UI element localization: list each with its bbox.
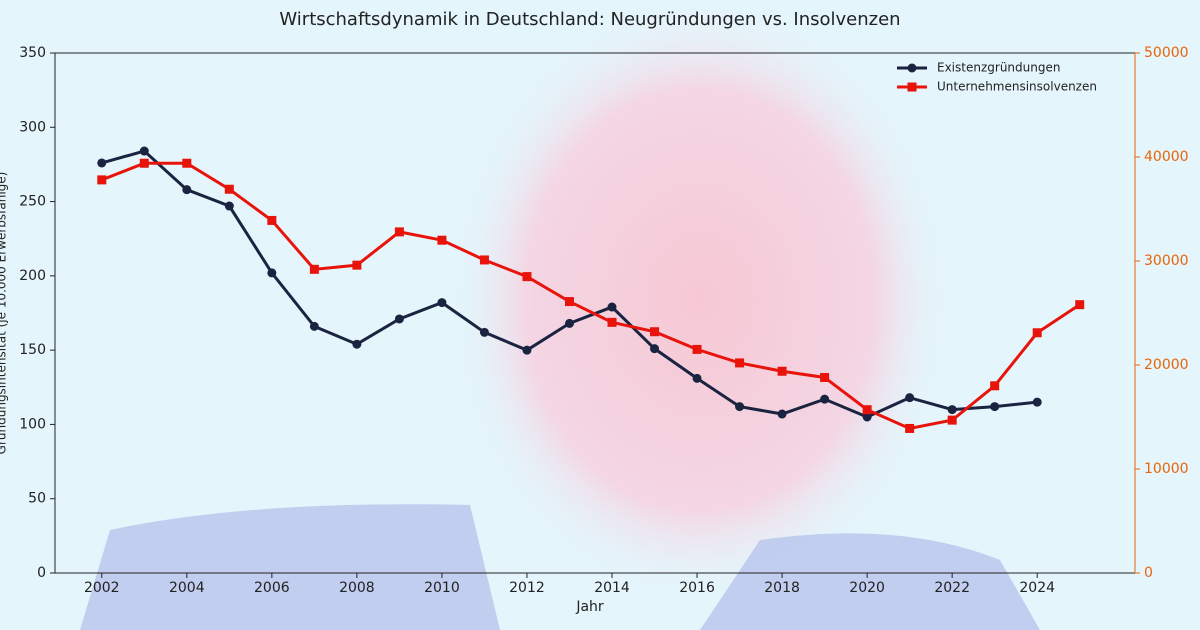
point (607, 317, 617, 327)
x-tick-label: 2014 (594, 580, 630, 596)
x-tick-label: 2008 (339, 580, 375, 596)
point (224, 184, 234, 194)
point (862, 412, 872, 422)
point (97, 158, 107, 168)
point (820, 372, 830, 382)
chart-title: Wirtschaftsdynamik in Deutschland: Neugr… (279, 9, 900, 30)
point (990, 402, 1000, 412)
series-line (101, 161, 1081, 431)
x-tick-label: 2022 (934, 580, 970, 596)
y-axis-label: Gründungsintensität (je 10.000 Erwerbsfä… (0, 172, 9, 455)
point (692, 373, 702, 383)
y-tick-label: 150 (19, 342, 46, 358)
point (650, 327, 660, 337)
point (182, 158, 192, 168)
point (777, 366, 787, 376)
point (820, 394, 830, 404)
x-tick-label: 2012 (509, 580, 545, 596)
point (1032, 397, 1042, 407)
point (139, 146, 149, 156)
background-photo (80, 504, 1040, 630)
point (947, 405, 957, 415)
y2-tick-label: 20000 (1144, 357, 1189, 373)
y2-tick-label: 30000 (1144, 253, 1189, 269)
point (139, 158, 149, 168)
point (650, 344, 660, 354)
point (394, 314, 404, 324)
point (352, 260, 362, 270)
point (735, 358, 745, 368)
point (522, 345, 532, 355)
point (394, 227, 404, 237)
y-tick-label: 50 (28, 491, 46, 507)
legend-label: Unternehmensinsolvenzen (937, 80, 1097, 94)
point (309, 321, 319, 331)
point (97, 175, 107, 185)
x-tick-label: 2004 (169, 580, 205, 596)
legend-marker (907, 63, 917, 73)
point (692, 344, 702, 354)
point (1032, 328, 1042, 338)
x-tick-label: 2024 (1019, 580, 1055, 596)
point (309, 264, 319, 274)
point (352, 339, 362, 349)
point (564, 318, 574, 328)
point (437, 298, 447, 308)
point (479, 327, 489, 337)
y2-tick-label: 10000 (1144, 461, 1189, 477)
x-tick-label: 2010 (424, 580, 460, 596)
point (437, 235, 447, 245)
x-tick-label: 2018 (764, 580, 800, 596)
point (905, 393, 915, 403)
point (522, 272, 532, 282)
x-tick-label: 2002 (84, 580, 120, 596)
point (607, 302, 617, 312)
point (182, 185, 192, 195)
legend-label: Existenzgründungen (937, 61, 1060, 75)
y2-tick-label: 40000 (1144, 149, 1189, 165)
y-tick-label: 0 (37, 565, 46, 581)
point (1075, 300, 1085, 310)
point (267, 215, 277, 225)
y-tick-label: 300 (19, 119, 46, 135)
point (224, 201, 234, 211)
y-tick-label: 250 (19, 194, 46, 210)
x-tick-label: 2016 (679, 580, 715, 596)
y2-tick-label: 50000 (1144, 45, 1189, 61)
y2-tick-label: 0 (1144, 565, 1153, 581)
point (564, 297, 574, 307)
point (862, 405, 872, 415)
legend-marker (907, 82, 917, 92)
point (777, 409, 787, 419)
point (735, 402, 745, 412)
point (990, 381, 1000, 391)
y-tick-label: 100 (19, 416, 46, 432)
x-tick-label: 2006 (254, 580, 290, 596)
point (947, 415, 957, 425)
point (267, 268, 277, 278)
y-tick-label: 350 (19, 45, 46, 61)
y-tick-label: 200 (19, 268, 46, 284)
background-photo (450, 0, 950, 600)
point (479, 255, 489, 265)
x-tick-label: 2020 (849, 580, 885, 596)
point (905, 423, 915, 433)
x-axis-label: Jahr (575, 599, 604, 615)
